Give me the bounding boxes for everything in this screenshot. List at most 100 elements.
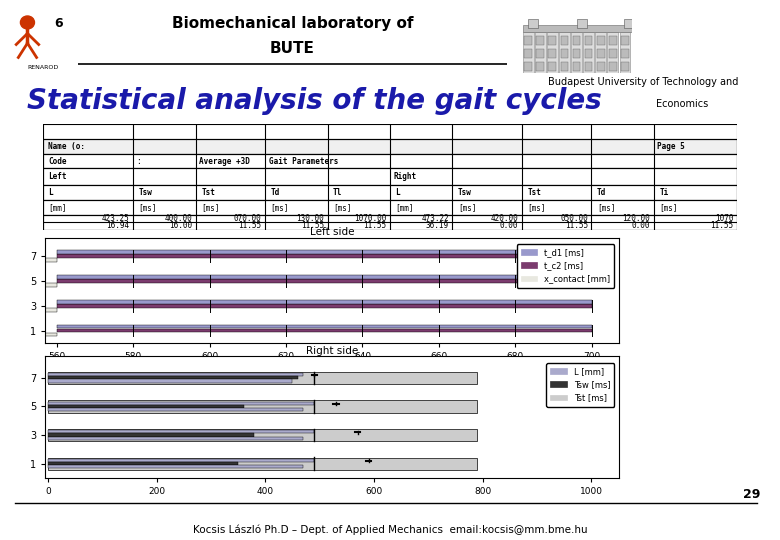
Bar (48, 459, 314, 462)
Bar (48, 380, 292, 382)
Text: 0.00: 0.00 (632, 221, 651, 231)
Text: 36.19: 36.19 (426, 221, 449, 231)
Bar (524, 49, 532, 58)
Text: [ms]: [ms] (659, 203, 678, 212)
Text: 11.55: 11.55 (565, 221, 588, 231)
Bar (583, 32, 594, 73)
Text: Td: Td (271, 188, 280, 197)
Bar (609, 49, 617, 58)
Bar (48, 457, 477, 470)
Text: Tsw: Tsw (139, 188, 153, 197)
Text: Page 5: Page 5 (658, 142, 685, 151)
Bar (561, 62, 569, 71)
Bar (0, 308, 57, 312)
Bar (523, 25, 632, 32)
Bar (57, 325, 592, 328)
Text: 423.25: 423.25 (102, 214, 129, 223)
Text: Ti: Ti (659, 188, 668, 197)
Text: Tsw: Tsw (458, 188, 472, 197)
Text: 400.00: 400.00 (165, 214, 192, 223)
Text: 130.00: 130.00 (296, 214, 324, 223)
Text: L: L (48, 188, 53, 197)
Bar (548, 49, 556, 58)
Text: 11.55: 11.55 (363, 221, 387, 231)
Bar (597, 49, 604, 58)
Bar (619, 32, 630, 73)
Bar (0, 283, 57, 287)
Bar (48, 405, 243, 408)
Bar (43, 139, 737, 154)
Bar (43, 185, 737, 200)
Bar (48, 400, 477, 413)
Bar (528, 19, 538, 28)
Bar (43, 200, 737, 215)
Bar (621, 49, 629, 58)
Text: 11.55: 11.55 (711, 221, 734, 231)
Bar (48, 376, 298, 380)
Text: [ms]: [ms] (271, 203, 289, 212)
Bar (48, 373, 303, 376)
Bar (585, 36, 593, 45)
Text: 473.22: 473.22 (421, 214, 449, 223)
Legend: t_d1 [ms], t_c2 [ms], x_contact [mm]: t_d1 [ms], t_c2 [ms], x_contact [mm] (516, 244, 615, 287)
Text: 050.00: 050.00 (560, 214, 588, 223)
Bar (48, 430, 314, 434)
Bar (48, 434, 254, 436)
Bar (537, 36, 544, 45)
Bar (57, 329, 592, 332)
Text: 16.94: 16.94 (107, 221, 129, 231)
Bar (548, 36, 556, 45)
Text: [ms]: [ms] (333, 203, 352, 212)
Text: BUTE: BUTE (270, 42, 315, 56)
Text: 29: 29 (743, 488, 760, 501)
Title: Right side: Right side (306, 346, 358, 356)
Text: 0.00: 0.00 (500, 221, 519, 231)
Bar (585, 49, 593, 58)
Bar (524, 62, 532, 71)
Bar (609, 36, 617, 45)
Text: Statistical analysis of the gait cycles: Statistical analysis of the gait cycles (27, 87, 601, 115)
Text: Tst: Tst (201, 188, 215, 197)
Bar (57, 275, 592, 279)
Text: 070.00: 070.00 (234, 214, 261, 223)
Bar (547, 32, 558, 73)
Bar (57, 254, 592, 258)
Text: Name (o:: Name (o: (48, 142, 86, 151)
Bar (57, 304, 592, 308)
Bar (523, 32, 534, 73)
Bar (48, 429, 477, 441)
Bar (48, 462, 238, 465)
Text: Code: Code (48, 157, 67, 166)
Text: [mm]: [mm] (48, 203, 67, 212)
Text: 120.00: 120.00 (622, 214, 651, 223)
Bar (621, 36, 629, 45)
Bar (559, 32, 570, 73)
Text: [ms]: [ms] (139, 203, 158, 212)
Text: Td: Td (597, 188, 606, 197)
Text: [ms]: [ms] (458, 203, 477, 212)
Bar (609, 62, 617, 71)
Text: 11.55: 11.55 (239, 221, 261, 231)
Bar (573, 62, 580, 71)
Bar (573, 36, 580, 45)
Text: [ms]: [ms] (201, 203, 220, 212)
Bar (597, 62, 604, 71)
Text: 16.00: 16.00 (169, 221, 192, 231)
Text: Tl: Tl (333, 188, 342, 197)
Text: Left: Left (48, 172, 67, 181)
Bar (48, 408, 303, 411)
Text: 1070: 1070 (715, 214, 734, 223)
Bar (548, 62, 556, 71)
Text: RENAROD: RENAROD (27, 65, 58, 70)
Bar (624, 19, 634, 28)
Bar (0, 333, 57, 336)
Text: [ms]: [ms] (597, 203, 615, 212)
Text: Right: Right (393, 172, 417, 181)
Bar (608, 32, 619, 73)
Bar (537, 62, 544, 71)
Legend: L [mm], Tsw [ms], Tst [ms]: L [mm], Tsw [ms], Tst [ms] (546, 363, 615, 407)
Text: Biomechanical laboratory of: Biomechanical laboratory of (172, 16, 413, 31)
Text: 420.00: 420.00 (491, 214, 519, 223)
Bar (535, 32, 546, 73)
Bar (48, 372, 477, 384)
